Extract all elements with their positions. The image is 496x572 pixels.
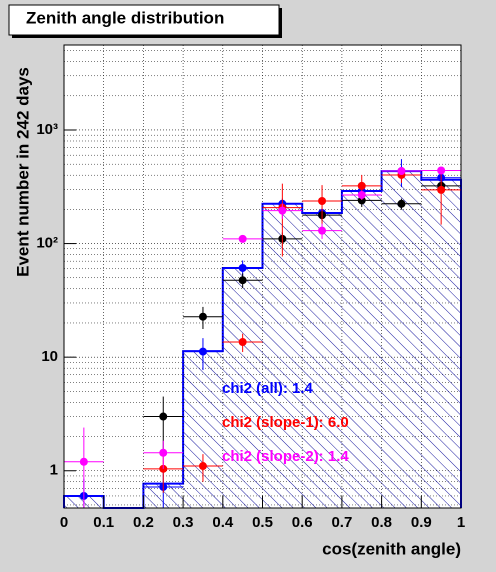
y-tick-label: 1: [50, 462, 58, 479]
data-point: [397, 167, 406, 176]
x-tick-label: 0: [60, 514, 68, 531]
data-point: [79, 457, 88, 466]
annotation: chi2 (slope-2): 1.4: [222, 448, 349, 465]
data-point: [437, 166, 446, 175]
x-tick-label: 0.1: [93, 514, 114, 531]
data-point: [198, 312, 207, 321]
x-tick-label: 1: [457, 514, 465, 531]
histogram-bar: [222, 267, 263, 508]
annotation: chi2 (slope-1): 6.0: [222, 414, 349, 431]
data-point: [159, 448, 168, 457]
data-point: [357, 190, 366, 199]
x-tick-label: 0.8: [371, 514, 392, 531]
data-point: [159, 412, 168, 421]
x-tick-label: 0.4: [212, 514, 234, 531]
histogram-bar: [421, 179, 461, 508]
annotation: chi2 (all): 1.4: [222, 380, 314, 397]
data-point: [238, 234, 247, 243]
x-axis-label: cos(zenith angle): [322, 539, 461, 558]
chart-title: Zenith angle distribution: [26, 8, 224, 27]
data-point: [318, 226, 327, 235]
data-point: [238, 263, 247, 272]
y-tick-label: 10³: [36, 121, 58, 138]
x-tick-label: 0.3: [173, 514, 194, 531]
title-box: [8, 4, 280, 36]
data-point: [238, 276, 247, 285]
x-tick-label: 0.6: [292, 514, 313, 531]
x-tick-label: 0.7: [331, 514, 352, 531]
y-tick-label: 10: [41, 348, 58, 365]
histogram-bar: [183, 351, 223, 508]
data-point: [198, 347, 207, 356]
x-tick-label: 0.9: [411, 514, 432, 531]
histogram-bar: [381, 171, 422, 508]
y-tick-label: 10²: [36, 235, 58, 252]
histogram-bar: [302, 212, 342, 508]
data-point: [238, 337, 247, 346]
x-tick-label: 0.2: [133, 514, 154, 531]
x-tick-label: 0.5: [252, 514, 273, 531]
y-axis-label: Event number in 242 days: [13, 67, 32, 277]
data-point: [318, 197, 327, 206]
data-point: [198, 462, 207, 471]
histogram-bar: [341, 191, 382, 508]
data-point: [357, 181, 366, 190]
data-point: [278, 206, 287, 215]
data-point: [437, 185, 446, 194]
data-point: [397, 199, 406, 208]
